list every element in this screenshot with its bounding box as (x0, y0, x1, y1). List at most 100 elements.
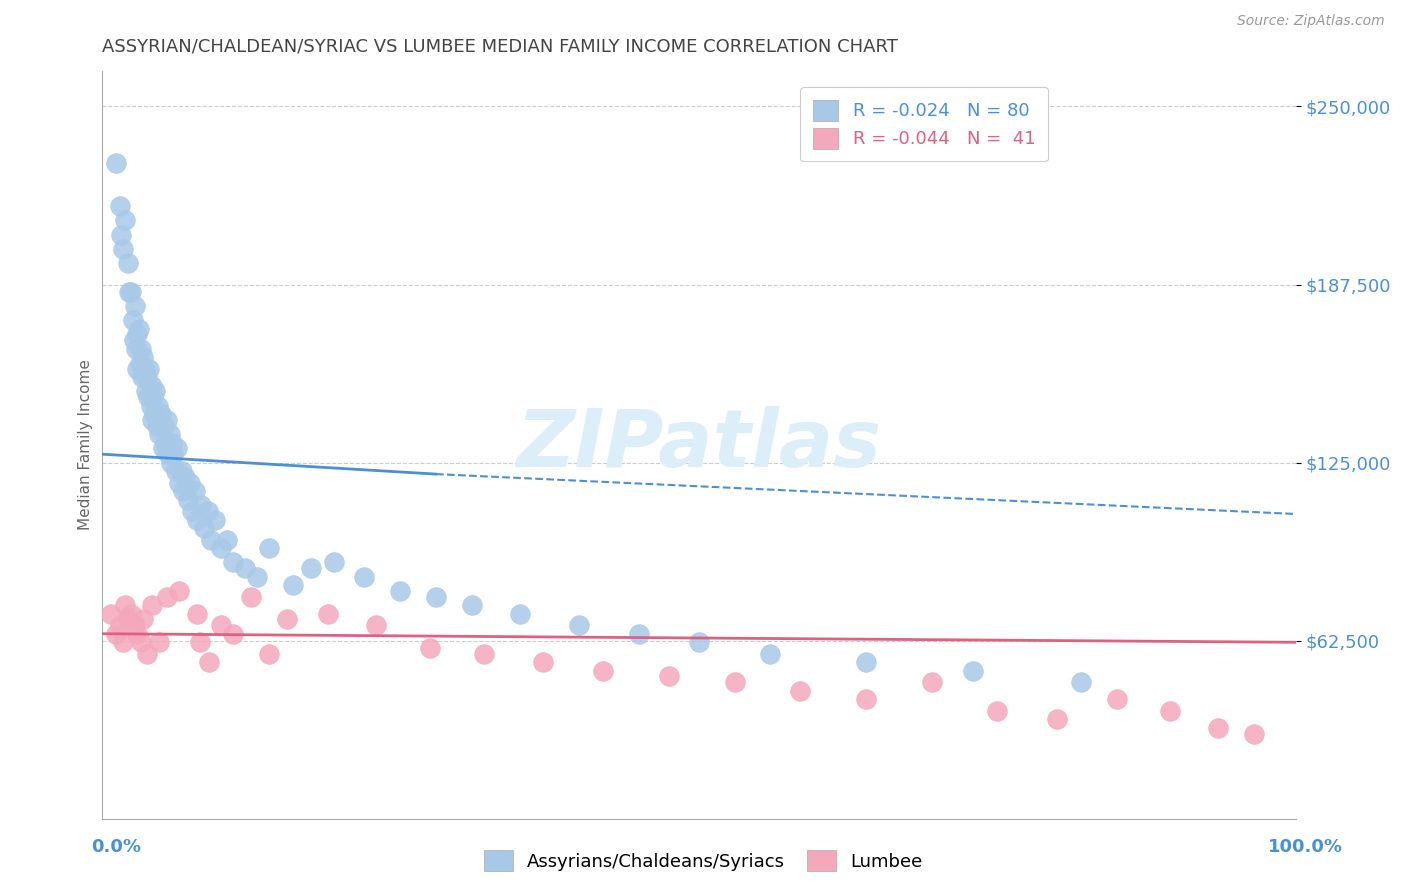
Point (568, 618, 591, 632)
Point (117, 256, 139, 270)
Point (855, 692, 877, 706)
Point (129, 635, 152, 649)
Point (509, 607, 531, 621)
Point (222, 556, 245, 570)
Point (127, 327, 149, 342)
Point (658, 669, 681, 683)
Point (122, 333, 145, 347)
Point (160, 435, 183, 450)
Point (1046, 712, 1069, 726)
Point (142, 390, 165, 404)
Point (141, 413, 163, 427)
Point (117, 612, 139, 626)
Point (170, 464, 193, 478)
Text: ASSYRIAN/CHALDEAN/SYRIAC VS LUMBEE MEDIAN FAMILY INCOME CORRELATION CHART: ASSYRIAN/CHALDEAN/SYRIAC VS LUMBEE MEDIA… (101, 37, 897, 55)
Point (855, 655, 877, 669)
Point (132, 350, 155, 364)
Point (181, 504, 204, 518)
Text: ZIPatlas: ZIPatlas (516, 406, 882, 483)
Point (419, 640, 441, 655)
Point (118, 285, 141, 299)
Point (153, 435, 176, 450)
Point (789, 683, 811, 698)
Point (114, 599, 136, 613)
Point (120, 285, 142, 299)
Point (135, 384, 157, 399)
Point (165, 464, 187, 478)
Y-axis label: Median Family Income: Median Family Income (79, 359, 93, 531)
Point (257, 647, 280, 661)
Point (239, 590, 262, 604)
Point (152, 418, 174, 433)
Legend: Assyrians/Chaldeans/Syriacs, Lumbee: Assyrians/Chaldeans/Syriacs, Lumbee (477, 843, 929, 879)
Point (150, 407, 173, 421)
Text: Source: ZipAtlas.com: Source: ZipAtlas.com (1237, 14, 1385, 28)
Text: 0.0%: 0.0% (91, 838, 142, 855)
Point (152, 442, 174, 456)
Point (141, 378, 163, 392)
Point (389, 584, 412, 599)
Point (132, 612, 155, 626)
Point (136, 647, 159, 661)
Point (1206, 721, 1229, 735)
Point (198, 655, 221, 669)
Point (190, 499, 212, 513)
Point (176, 492, 198, 507)
Point (1105, 692, 1128, 706)
Point (179, 475, 201, 490)
Point (112, 242, 135, 256)
Point (121, 313, 143, 327)
Point (186, 513, 208, 527)
Point (276, 612, 298, 626)
Point (162, 447, 184, 461)
Point (921, 675, 943, 690)
Point (156, 413, 179, 427)
Point (204, 513, 226, 527)
Point (145, 418, 167, 433)
Point (159, 427, 181, 442)
Point (143, 384, 166, 399)
Point (148, 427, 170, 442)
Point (281, 578, 304, 592)
Point (209, 541, 232, 556)
Point (592, 664, 614, 678)
Point (299, 561, 322, 575)
Point (246, 570, 269, 584)
Point (1159, 704, 1181, 718)
Point (166, 442, 188, 456)
Point (100, 607, 122, 621)
Point (197, 504, 219, 518)
Point (200, 533, 222, 547)
Point (141, 599, 163, 613)
Point (323, 556, 346, 570)
Point (172, 484, 194, 499)
Point (186, 607, 208, 621)
Point (184, 484, 207, 499)
Point (156, 590, 179, 604)
Point (366, 618, 388, 632)
Point (127, 626, 149, 640)
Point (759, 647, 782, 661)
Point (353, 570, 375, 584)
Point (1243, 726, 1265, 740)
Point (112, 635, 135, 649)
Point (233, 561, 256, 575)
Point (128, 356, 150, 370)
Point (110, 227, 132, 242)
Legend: R = -0.024   N = 80, R = -0.044   N =  41: R = -0.024 N = 80, R = -0.044 N = 41 (800, 87, 1047, 161)
Point (108, 618, 131, 632)
Text: 100.0%: 100.0% (1268, 838, 1343, 855)
Point (128, 322, 150, 336)
Point (129, 342, 152, 356)
Point (124, 618, 146, 632)
Point (209, 618, 232, 632)
Point (688, 635, 710, 649)
Point (167, 475, 190, 490)
Point (461, 599, 484, 613)
Point (160, 456, 183, 470)
Point (125, 342, 148, 356)
Point (157, 447, 180, 461)
Point (104, 626, 127, 640)
Point (108, 199, 131, 213)
Point (627, 626, 650, 640)
